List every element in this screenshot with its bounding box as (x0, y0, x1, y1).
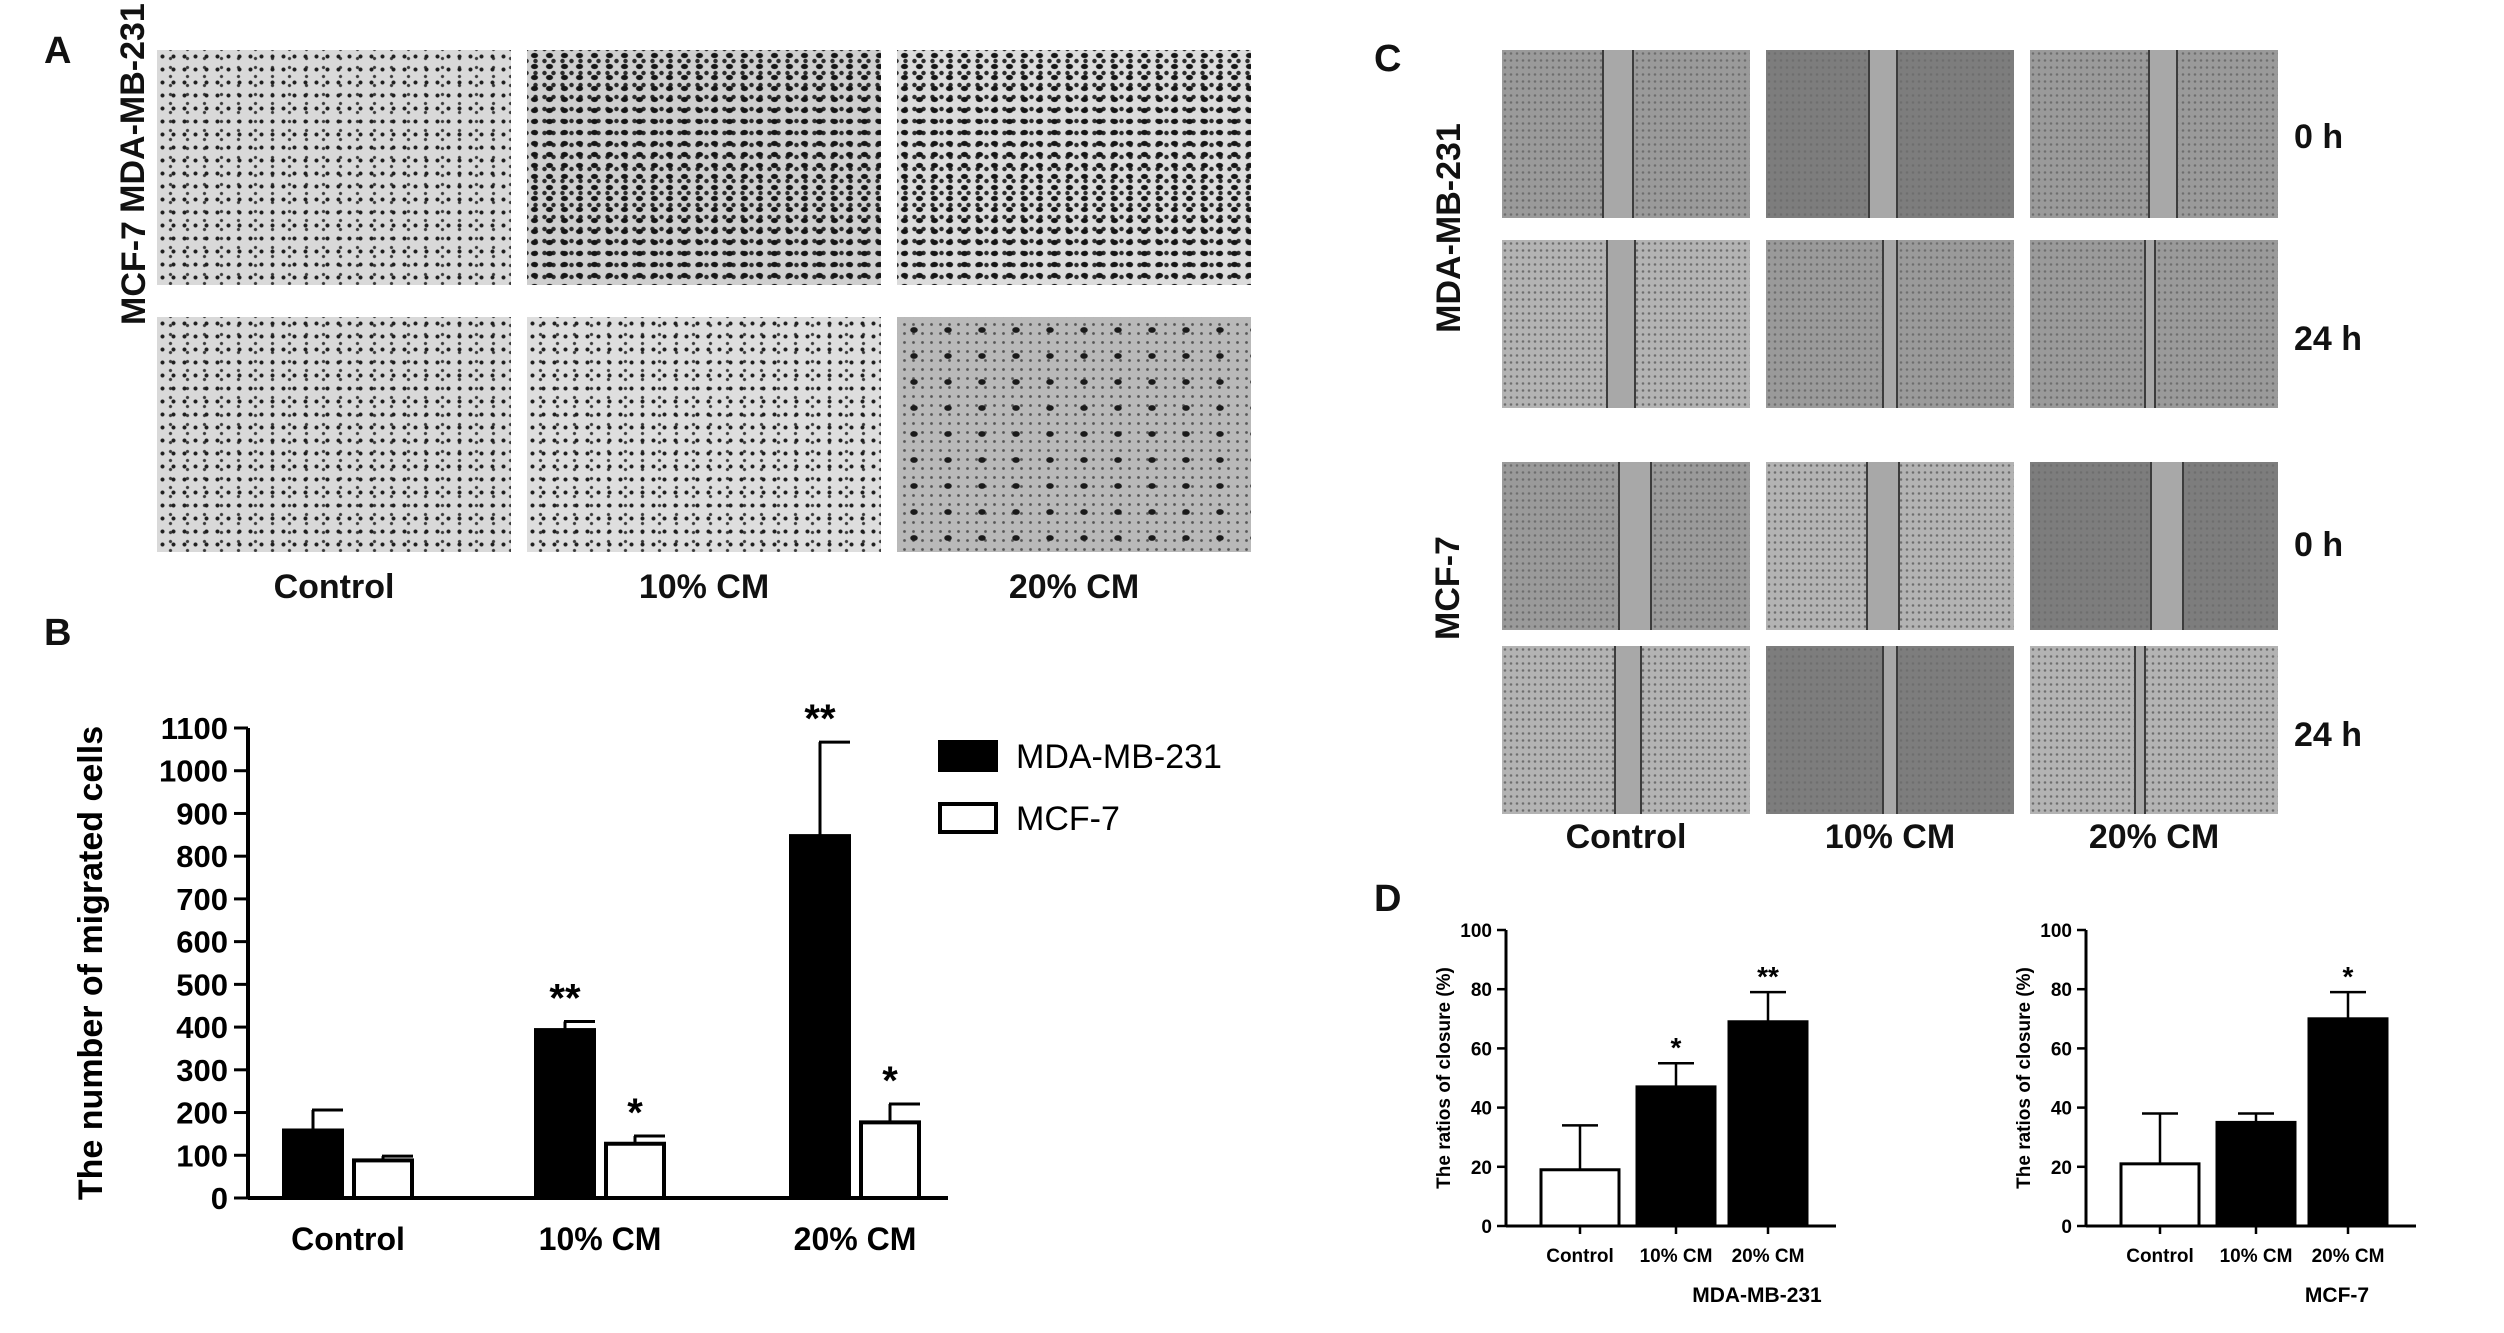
y-tick-label: 1100 (161, 711, 228, 746)
bar (2215, 1120, 2297, 1228)
x-tick-label: 20% CM (2312, 1246, 2385, 1267)
bar (352, 1158, 414, 1200)
y-tick-label: 0 (211, 1181, 228, 1216)
panel-c-col-label-20cm: 20% CM (2088, 818, 2220, 856)
y-tick-label: 300 (176, 1053, 228, 1088)
panel-c-time-label-mda-0h: 0 h (2294, 118, 2344, 156)
scratch-image-mda-24h-20cm (2030, 240, 2278, 408)
transwell-image-mcf7-control (157, 317, 511, 552)
legend-label: MCF-7 (1016, 800, 1120, 838)
y-tick-label: 80 (1471, 980, 1492, 1001)
x-tick-label: 10% CM (539, 1221, 662, 1257)
y-axis-label: The ratios of closure (%) (1434, 967, 1455, 1189)
closure-chart-mda: 0 20 40 60 80 100 The ratios of closure (%) Con… (1434, 921, 1836, 1307)
y-tick-label: 20 (1471, 1158, 1492, 1179)
scratch-image-mda-0h-10cm (1766, 50, 2014, 218)
bar (1635, 1085, 1717, 1228)
panel-c-row-label-mda: MDA-MB-231 (1430, 123, 1468, 333)
y-tick-label: 0 (2061, 1217, 2072, 1238)
bar (859, 1120, 921, 1201)
y-tick-label: 60 (1471, 1039, 1492, 1060)
y-tick-label: 400 (176, 1010, 228, 1045)
y-tick-label: 600 (176, 925, 228, 960)
panel-a-row-label-mcf7: MCF-7 (115, 221, 153, 325)
panel-c-col-label-10cm: 10% CM (1824, 818, 1956, 856)
bar (2307, 1017, 2389, 1228)
significance-label: ** (804, 697, 836, 741)
scratch-image-mda-24h-10cm (1766, 240, 2014, 408)
transwell-image-mcf7-10cm (527, 317, 881, 552)
y-tick-label: 20 (2051, 1158, 2072, 1179)
legend-label: MDA-MB-231 (1016, 738, 1222, 776)
closure-chart-mcf7: 0 20 40 60 80 100 The ratios of closure (%) Con… (2014, 921, 2416, 1307)
scratch-image-mda-0h-20cm (2030, 50, 2278, 218)
x-tick-label: Control (291, 1221, 405, 1257)
x-axis-label: MDA-MB-231 (1692, 1284, 1822, 1307)
x-tick-label: Control (1546, 1246, 1614, 1267)
panel-c-col-label-control: Control (1565, 818, 1687, 856)
significance-label: * (627, 1091, 643, 1135)
bar (282, 1128, 344, 1200)
bar (534, 1028, 596, 1200)
scratch-image-mcf7-24h-20cm (2030, 646, 2278, 814)
legend-swatch (938, 740, 998, 772)
transwell-image-mcf7-20cm (897, 317, 1251, 552)
x-tick-label: 20% CM (1732, 1246, 1805, 1267)
panel-a-letter: A (44, 30, 72, 72)
scratch-image-mcf7-24h-control (1502, 646, 1750, 814)
scratch-image-mcf7-0h-10cm (1766, 462, 2014, 630)
x-tick-label: 10% CM (1640, 1246, 1713, 1267)
transwell-image-mda-10cm (527, 50, 881, 285)
panel-a-col-label-20cm: 20% CM (1008, 568, 1140, 606)
transwell-image-mda-20cm (897, 50, 1251, 285)
x-tick-label: Control (2126, 1246, 2194, 1267)
panel-b-letter: B (44, 612, 72, 654)
y-tick-label: 80 (2051, 980, 2072, 1001)
panel-c-time-label-mda-24h: 24 h (2294, 320, 2363, 358)
significance-label: ** (549, 977, 581, 1021)
panel-a-col-label-control: Control (273, 568, 395, 606)
bar (2119, 1162, 2201, 1228)
panel-d-letter: D (1374, 878, 1402, 920)
panel-c-row-label-mcf7: MCF-7 (1429, 536, 1467, 640)
y-tick-label: 100 (2040, 921, 2072, 942)
significance-label: * (882, 1059, 898, 1103)
panel-c-letter: C (1374, 38, 1402, 80)
transwell-image-mda-control (157, 50, 511, 285)
panel-c-time-label-mcf7-0h: 0 h (2294, 526, 2344, 564)
y-tick-label: 60 (2051, 1039, 2072, 1060)
significance-label: * (1671, 1032, 1682, 1063)
panel-c-time-label-mcf7-24h: 24 h (2294, 716, 2363, 754)
legend-swatch (938, 802, 998, 834)
y-tick-label: 1000 (159, 754, 228, 789)
y-tick-label: 500 (176, 967, 228, 1002)
scratch-image-mcf7-24h-10cm (1766, 646, 2014, 814)
y-axis-label: The number of migrated cells (72, 726, 110, 1200)
x-tick-label: 20% CM (794, 1221, 917, 1257)
y-tick-label: 0 (1481, 1217, 1492, 1238)
significance-label: * (2343, 961, 2354, 992)
x-tick-label: 10% CM (2220, 1246, 2293, 1267)
bar (604, 1141, 666, 1200)
significance-label: ** (1757, 961, 1779, 992)
migration-bar-chart: 0 100 200 300 400 500 600 700 800 900 1000 1100 The … (72, 697, 1222, 1257)
y-tick-label: 40 (2051, 1099, 2072, 1120)
bar (1539, 1168, 1621, 1228)
bar (789, 834, 851, 1200)
y-tick-label: 900 (176, 796, 228, 831)
panel-a-col-label-10cm: 10% CM (638, 568, 770, 606)
y-tick-label: 200 (176, 1096, 228, 1131)
y-tick-label: 100 (176, 1138, 228, 1173)
y-tick-label: 700 (176, 882, 228, 917)
scratch-image-mcf7-0h-20cm (2030, 462, 2278, 630)
scratch-image-mda-0h-control (1502, 50, 1750, 218)
y-tick-label: 40 (1471, 1099, 1492, 1120)
x-axis-label: MCF-7 (2305, 1284, 2369, 1307)
y-tick-label: 100 (1460, 921, 1492, 942)
y-axis-label: The ratios of closure (%) (2014, 967, 2035, 1189)
scratch-image-mda-24h-control (1502, 240, 1750, 408)
y-tick-label: 800 (176, 839, 228, 874)
scratch-image-mcf7-0h-control (1502, 462, 1750, 630)
bar (1727, 1020, 1809, 1228)
